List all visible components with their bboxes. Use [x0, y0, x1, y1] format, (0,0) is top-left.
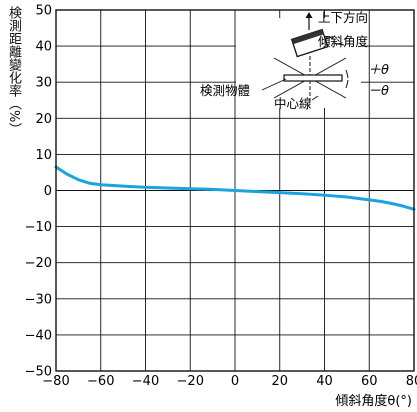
inset-label-minus-theta: －θ: [368, 84, 389, 99]
x-tick-label: 80: [406, 374, 417, 389]
grid: [56, 10, 414, 371]
x-tick-label: −60: [87, 374, 114, 389]
x-tick-label: 60: [361, 374, 378, 389]
up-arrowhead: [305, 12, 313, 18]
x-tick-label: 20: [271, 374, 288, 389]
y-tick-label: −40: [25, 328, 52, 343]
y-tick-label: 40: [35, 40, 52, 55]
y-tick-label: 50: [35, 4, 52, 19]
x-tick-label: −20: [177, 374, 204, 389]
y-tick-label: −10: [25, 220, 52, 235]
x-axis-label: 傾斜角度θ(°): [335, 393, 412, 409]
y-tick-label: 10: [35, 148, 52, 163]
series-line-0: [54, 165, 416, 211]
y-tick-label: −50: [25, 365, 52, 380]
inset-diagram: 上下方向 傾斜角度 ＋θ －θ 検測物體 中心線: [200, 10, 389, 111]
y-axis-label: 検測距離變化率（%）: [6, 6, 21, 136]
inset-label-tilt: 傾斜角度: [318, 34, 369, 49]
inset-label-plus-theta: ＋θ: [368, 63, 389, 78]
inset-label-object: 検測物體: [200, 83, 250, 98]
object-plate: [283, 74, 343, 82]
tilt-leader: [332, 42, 345, 46]
y-tick-label: 0: [44, 184, 52, 199]
inset-label-up-down: 上下方向: [318, 10, 368, 25]
y-tick-label: 30: [35, 76, 52, 91]
x-tick-labels: −80 −60 −40 −20 0 20 40 60 80: [42, 374, 417, 389]
x-tick-label: 0: [231, 374, 239, 389]
plot-frame: [55, 9, 415, 372]
inset-label-center-line: 中心線: [274, 96, 312, 111]
y-tick-label: 20: [35, 112, 52, 127]
center-leader: [311, 95, 319, 101]
x-tick-label: −40: [132, 374, 159, 389]
x-tick-label: −80: [42, 374, 69, 389]
minus-angle-arc: [345, 79, 349, 89]
plus-angle-arc: [345, 69, 349, 79]
object-leader: [261, 78, 287, 91]
y-tick-label: −30: [25, 292, 52, 307]
y-tick-labels: 50 40 30 20 10 0 −10 −20 −30 −40 −50: [25, 4, 52, 380]
x-tick-label: 40: [316, 374, 333, 389]
inset-background: [236, 18, 361, 108]
sensor-icon: [290, 28, 334, 58]
series-group: [54, 165, 416, 211]
y-tick-label: −20: [25, 256, 52, 271]
